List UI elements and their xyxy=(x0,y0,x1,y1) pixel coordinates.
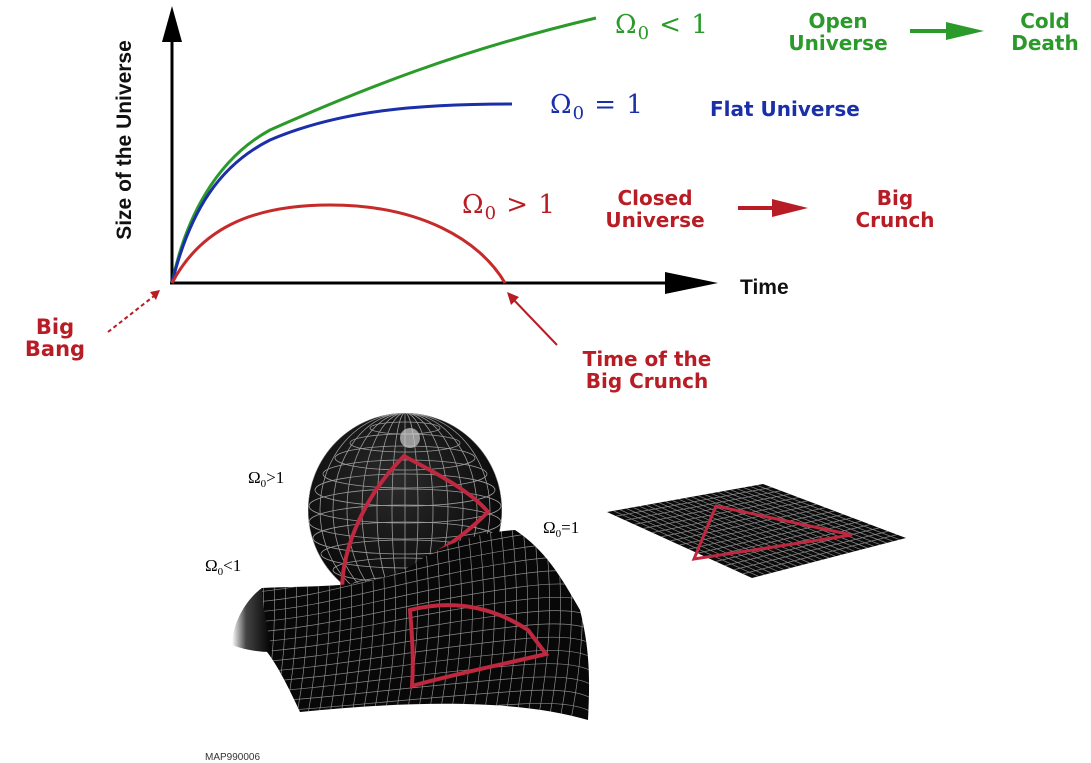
big-bang-arrowhead xyxy=(150,290,160,300)
closed-universe-name: Closed Universe xyxy=(605,186,705,232)
y-axis-arrowhead xyxy=(162,6,182,42)
plane-triangle xyxy=(691,504,853,561)
open-omega-label: Ω0 < 1 xyxy=(615,10,709,44)
sphere-omega-label: Ω0>1 xyxy=(248,468,285,490)
cold-death-label: Cold Death xyxy=(1011,9,1079,55)
closed-omega-label: Ω0 > 1 xyxy=(462,190,556,224)
big-bang-arrow xyxy=(107,295,155,333)
cold-death-arrowhead xyxy=(946,22,984,40)
flat-universe-name: Flat Universe xyxy=(710,97,860,121)
flat-omega-label: Ω0 = 1 xyxy=(550,90,644,124)
big-crunch-label: Big Crunch xyxy=(855,186,935,232)
open-geometry-saddle xyxy=(232,530,590,720)
crunch-time-arrowhead xyxy=(507,292,519,305)
open-universe-curve xyxy=(170,16,597,284)
crunch-time-arrow xyxy=(511,297,558,346)
figure-caption: MAP990006 xyxy=(205,752,261,763)
flat-geometry-plane xyxy=(607,484,906,578)
x-axis-label: Time xyxy=(740,276,789,299)
big-bang-label: Big Bang xyxy=(24,315,86,361)
open-universe-name: Open Universe xyxy=(788,9,888,55)
saddle-omega-label: Ω0<1 xyxy=(205,556,242,578)
plane-omega-label: Ω0=1 xyxy=(543,518,580,540)
saddle-triangle xyxy=(407,603,550,689)
closed-universe-curve xyxy=(170,203,507,284)
x-axis-arrowhead xyxy=(665,272,718,294)
big-crunch-arrowhead xyxy=(772,199,808,217)
flat-universe-curve xyxy=(170,102,513,284)
crunch-time-label: Time of the Big Crunch xyxy=(582,347,712,393)
